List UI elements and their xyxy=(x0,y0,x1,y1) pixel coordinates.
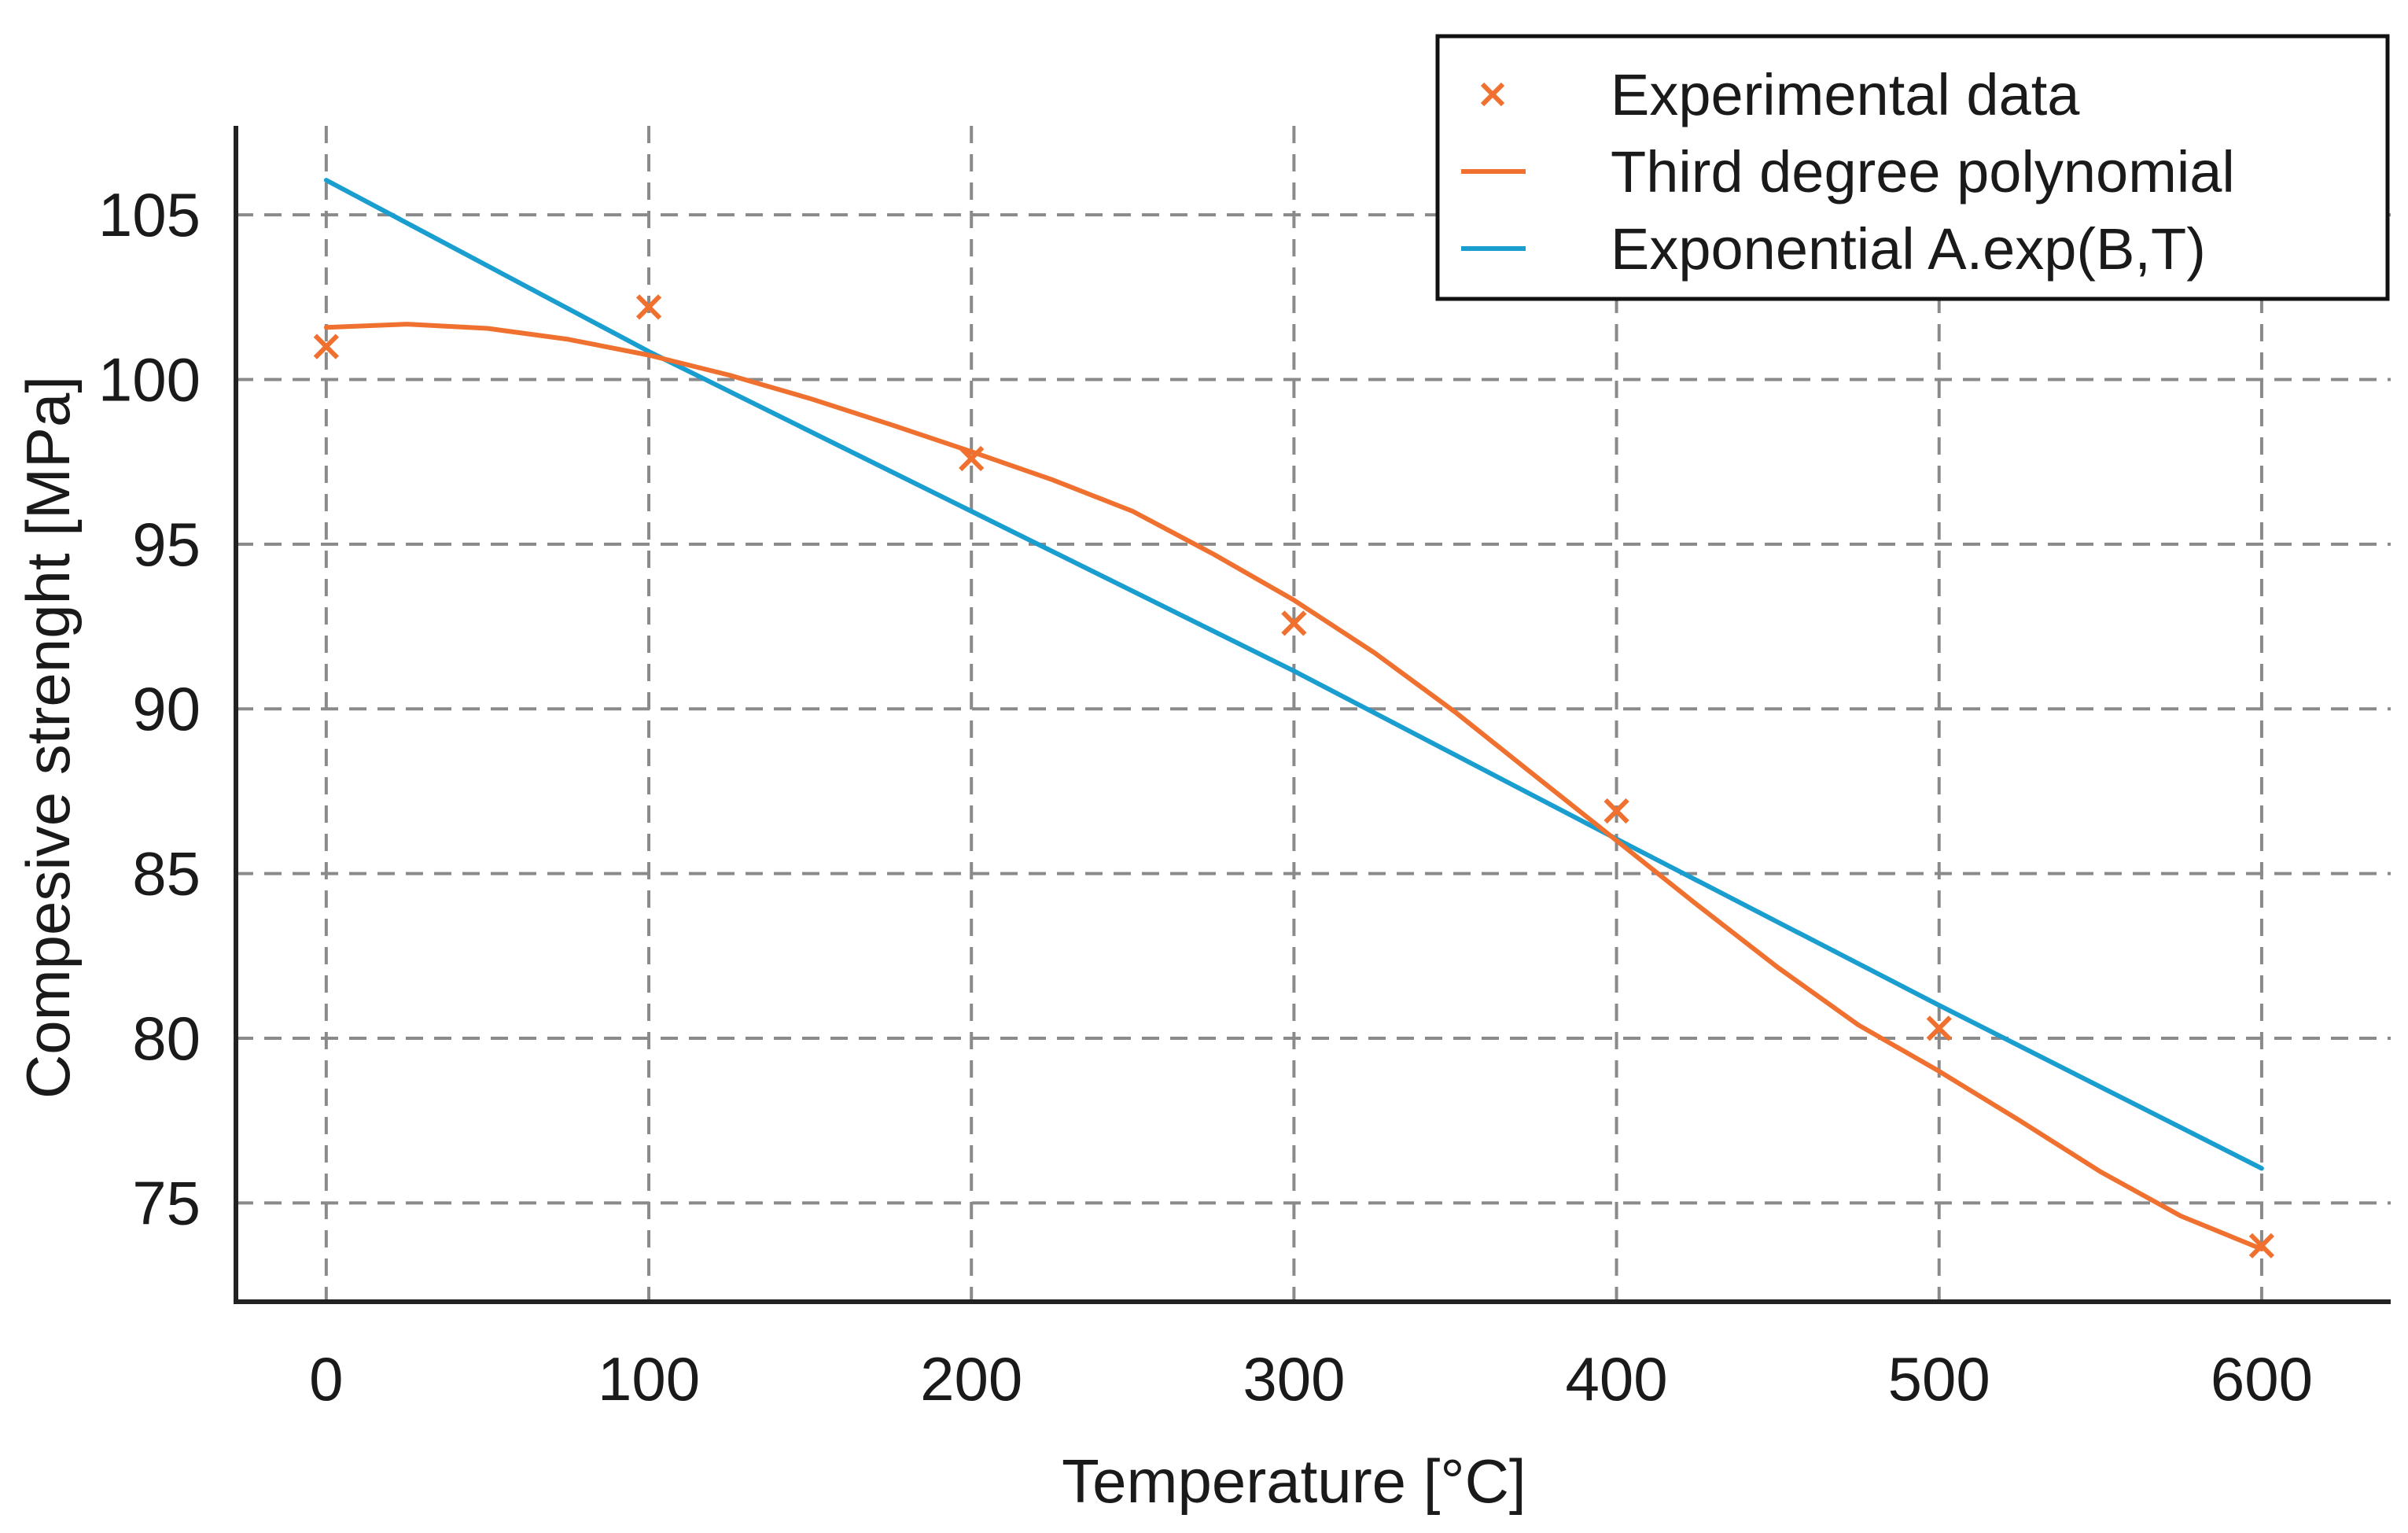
data-point-marker xyxy=(1281,610,1307,636)
y-tick-label: 95 xyxy=(132,510,201,579)
legend-marker-x xyxy=(1480,82,1505,107)
x-tick-label: 600 xyxy=(2211,1344,2313,1413)
x-tick-label: 200 xyxy=(920,1344,1022,1413)
marker-stroke xyxy=(313,334,339,359)
y-tick-label: 85 xyxy=(132,839,201,908)
x-tick-label: 0 xyxy=(309,1344,343,1413)
marker-stroke xyxy=(1281,610,1307,636)
data-point-marker xyxy=(635,294,662,320)
data-point-marker xyxy=(959,445,985,472)
marker-stroke xyxy=(2248,1233,2275,1258)
y-tick-label: 100 xyxy=(98,345,201,414)
x-tick-label: 400 xyxy=(1565,1344,1667,1413)
y-axis-label: Compesive strenght [MPa] xyxy=(13,376,83,1099)
data-point-marker xyxy=(1926,1015,1952,1041)
polynomial-fit-line xyxy=(323,322,2264,1251)
legend-label: Exponential A.exp(B,T) xyxy=(1611,216,2206,282)
x-tick-label: 100 xyxy=(598,1344,700,1413)
marker-stroke xyxy=(635,294,662,320)
x-tick-label: 500 xyxy=(1888,1344,1990,1413)
legend-item: Experimental data xyxy=(1480,62,2080,127)
marker-stroke xyxy=(1603,798,1629,824)
data-point-marker xyxy=(313,334,339,359)
y-tick-label: 80 xyxy=(132,1004,201,1073)
data-point-marker xyxy=(2248,1233,2275,1258)
tick-labels: 0 100 200 300 400 500 600 75 80 85 90 95 100 105 xyxy=(98,180,2313,1413)
y-tick-label: 105 xyxy=(98,180,201,249)
legend-items: Experimental data Third degree polynomial… xyxy=(1461,62,2235,282)
exponential-fit-line xyxy=(323,178,2264,1171)
marker-stroke xyxy=(959,445,985,472)
legend-item: Exponential A.exp(B,T) xyxy=(1461,216,2206,282)
series-layer xyxy=(313,178,2275,1258)
marker-stroke xyxy=(1926,1015,1952,1041)
legend: Experimental data Third degree polynomial… xyxy=(1435,34,2390,301)
y-tick-label: 75 xyxy=(132,1168,201,1237)
legend-label: Third degree polynomial xyxy=(1611,139,2235,205)
data-point-marker xyxy=(1603,798,1629,824)
x-axis-label: Temperature [°C] xyxy=(1062,1446,1526,1516)
y-tick-label: 90 xyxy=(132,674,201,743)
legend-item: Third degree polynomial xyxy=(1461,139,2235,205)
x-tick-label: 300 xyxy=(1243,1344,1345,1413)
legend-box xyxy=(1435,34,2390,301)
axes xyxy=(234,126,2391,1304)
legend-label: Experimental data xyxy=(1611,62,2080,127)
